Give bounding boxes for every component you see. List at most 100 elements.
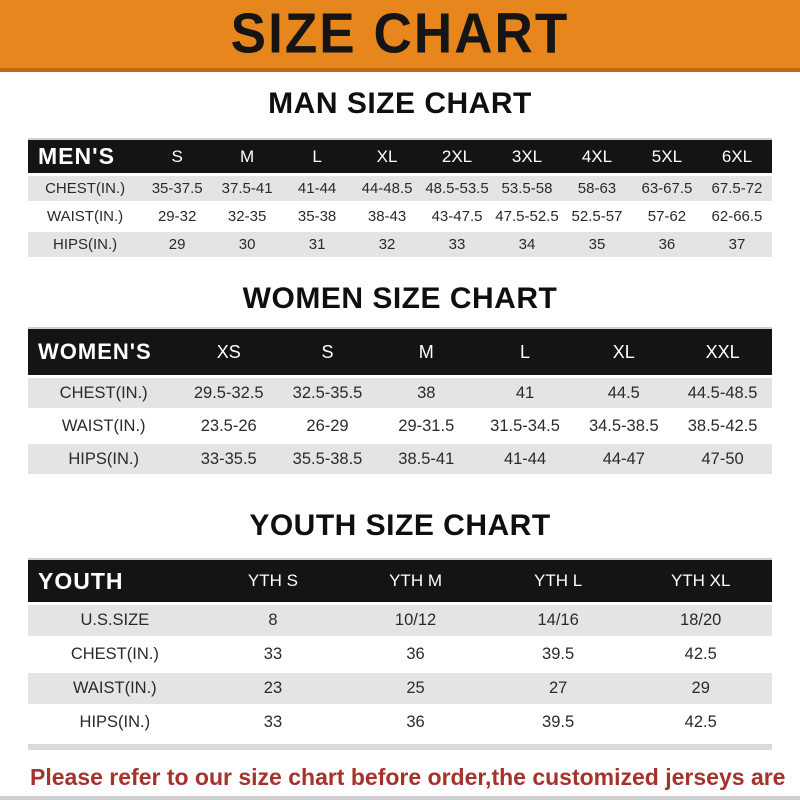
size-value-cell: 33 — [422, 232, 492, 257]
row-label-cell: HIPS(IN.) — [28, 707, 202, 738]
table-header-row: YOUTH YTH S YTH M YTH L YTH XL — [28, 560, 772, 602]
note-line-1: Please refer to our size chart before or… — [30, 764, 786, 800]
size-column-header: YTH S — [201, 560, 345, 602]
size-value-cell: 41 — [475, 378, 575, 408]
row-label-cell: CHEST(IN.) — [28, 378, 180, 408]
size-value-cell: 23 — [201, 673, 345, 704]
man-size-table: MEN'S S M L XL 2XL 3XL 4XL 5XL 6XL CHEST(IN.) 35-37… — [28, 137, 772, 260]
size-value-cell: 43-47.5 — [422, 204, 492, 229]
size-value-cell: 32.5-35.5 — [278, 378, 377, 408]
size-value-cell: 44-48.5 — [352, 176, 423, 201]
size-value-cell: 35.5-38.5 — [278, 444, 377, 474]
size-value-cell: 27 — [486, 673, 630, 704]
size-value-cell: 63-67.5 — [631, 176, 702, 201]
size-value-cell: 44.5-48.5 — [673, 378, 772, 408]
size-value-cell: 26-29 — [278, 411, 377, 441]
row-label-cell: CHEST(IN.) — [28, 176, 143, 201]
size-value-cell: 44-47 — [574, 444, 674, 474]
row-label-cell: CHEST(IN.) — [28, 639, 202, 670]
size-column-header: YTH XL — [629, 560, 772, 602]
footer-note: Please refer to our size chart before or… — [30, 762, 800, 800]
youth-table-bottom-bar — [28, 744, 772, 750]
size-column-header: L — [475, 329, 575, 375]
row-label-cell: HIPS(IN.) — [28, 444, 180, 474]
size-value-cell: 25 — [344, 673, 487, 704]
women-section-heading: WOMEN SIZE CHART — [242, 282, 558, 315]
bottom-edge-divider — [0, 796, 800, 800]
table-header-row: MEN'S S M L XL 2XL 3XL 4XL 5XL 6XL — [28, 140, 772, 173]
size-column-header: XL — [352, 140, 423, 173]
size-column-header: XS — [179, 329, 279, 375]
size-column-header: M — [376, 329, 476, 375]
youth-section-heading: YOUTH SIZE CHART — [249, 509, 551, 542]
size-value-cell: 39.5 — [486, 639, 630, 670]
size-value-cell: 42.5 — [629, 639, 772, 670]
size-value-cell: 58-63 — [561, 176, 632, 201]
size-value-cell: 35 — [561, 232, 632, 257]
table-header-row: WOMEN'S XS S M L XL XXL — [28, 329, 772, 375]
women-size-chart-section: WOMEN SIZE CHART WOMEN'S XS S M L XL XXL CHEST(… — [0, 282, 800, 477]
size-value-cell: 10/12 — [344, 605, 487, 636]
measurement-row: WAIST(IN.) 23.5-26 26-29 29-31.5 31.5-34.5 34… — [28, 411, 772, 441]
size-column-header: 5XL — [631, 140, 702, 173]
table-title-cell: WOMEN'S — [28, 329, 180, 375]
size-value-cell: 38.5-42.5 — [673, 411, 772, 441]
measurement-row: CHEST(IN.) 33 36 39.5 42.5 — [28, 639, 772, 670]
size-value-cell: 23.5-26 — [179, 411, 279, 441]
size-value-cell: 38.5-41 — [376, 444, 476, 474]
size-value-cell: 34 — [492, 232, 562, 257]
size-value-cell: 36 — [344, 639, 487, 670]
size-column-header: YTH M — [344, 560, 487, 602]
size-column-header: XXL — [673, 329, 772, 375]
size-column-header: 2XL — [422, 140, 492, 173]
measurement-row: CHEST(IN.) 29.5-32.5 32.5-35.5 38 41 44.5 44.5… — [28, 378, 772, 408]
size-value-cell: 33 — [201, 639, 345, 670]
size-column-header: L — [282, 140, 353, 173]
size-column-header: 4XL — [561, 140, 632, 173]
size-value-cell: 30 — [212, 232, 283, 257]
size-value-cell: 29 — [629, 673, 772, 704]
size-value-cell: 44.5 — [574, 378, 674, 408]
row-label-cell: WAIST(IN.) — [28, 411, 180, 441]
size-value-cell: 35-38 — [282, 204, 353, 229]
size-value-cell: 53.5-58 — [492, 176, 562, 201]
size-value-cell: 33 — [201, 707, 345, 738]
size-value-cell: 36 — [344, 707, 487, 738]
size-value-cell: 31 — [282, 232, 353, 257]
row-label-cell: WAIST(IN.) — [28, 673, 202, 704]
row-label-cell: WAIST(IN.) — [28, 204, 143, 229]
size-column-header: XL — [574, 329, 674, 375]
size-value-cell: 47-50 — [673, 444, 772, 474]
measurement-row: HIPS(IN.) 33 36 39.5 42.5 — [28, 707, 772, 738]
measurement-row: CHEST(IN.) 35-37.5 37.5-41 41-44 44-48.5 48.5… — [28, 176, 772, 201]
man-section-heading: MAN SIZE CHART — [268, 87, 532, 120]
size-column-header: M — [212, 140, 283, 173]
size-value-cell: 32 — [352, 232, 423, 257]
size-value-cell: 67.5-72 — [701, 176, 772, 201]
size-value-cell: 37.5-41 — [212, 176, 283, 201]
size-value-cell: 37 — [701, 232, 772, 257]
size-value-cell: 36 — [631, 232, 702, 257]
size-value-cell: 35-37.5 — [142, 176, 213, 201]
size-value-cell: 8 — [201, 605, 345, 636]
row-label-cell: HIPS(IN.) — [28, 232, 143, 257]
man-size-chart-section: MAN SIZE CHART MEN'S S M L XL 2XL 3XL 4XL 5XL 6XL… — [0, 87, 800, 260]
size-value-cell: 38 — [376, 378, 476, 408]
size-column-header: 6XL — [701, 140, 772, 173]
measurement-row: HIPS(IN.) 33-35.5 35.5-38.5 38.5-41 41-44 44-… — [28, 444, 772, 474]
measurement-row: WAIST(IN.) 23 25 27 29 — [28, 673, 772, 704]
banner: SIZE CHART — [0, 0, 800, 72]
size-value-cell: 62-66.5 — [701, 204, 772, 229]
size-value-cell: 29.5-32.5 — [179, 378, 279, 408]
size-value-cell: 14/16 — [486, 605, 630, 636]
size-value-cell: 32-35 — [212, 204, 283, 229]
size-value-cell: 34.5-38.5 — [574, 411, 674, 441]
youth-size-table: YOUTH YTH S YTH M YTH L YTH XL U.S.SIZE 8 10/12… — [28, 557, 772, 741]
size-value-cell: 41-44 — [282, 176, 353, 201]
size-value-cell: 39.5 — [486, 707, 630, 738]
size-value-cell: 42.5 — [629, 707, 772, 738]
size-column-header: YTH L — [486, 560, 630, 602]
measurement-row: U.S.SIZE 8 10/12 14/16 18/20 — [28, 605, 772, 636]
size-value-cell: 41-44 — [475, 444, 575, 474]
